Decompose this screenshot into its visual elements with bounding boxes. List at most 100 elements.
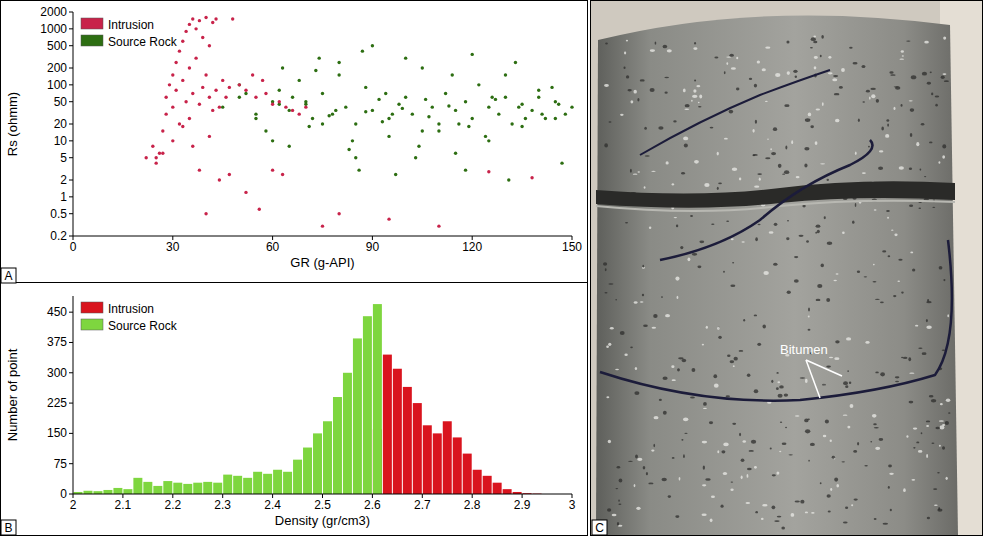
data-point <box>554 117 557 120</box>
speckle <box>604 84 609 87</box>
speckle <box>939 420 944 422</box>
speckle <box>730 489 733 491</box>
annotation: Bitumen <box>780 342 828 357</box>
speckle <box>890 74 895 76</box>
data-point <box>184 30 187 33</box>
speckle <box>692 95 697 98</box>
speckle <box>651 171 655 172</box>
speckle <box>802 205 805 208</box>
speckle <box>603 262 607 266</box>
speckle <box>604 143 608 147</box>
speckle <box>929 141 933 143</box>
speckle <box>717 152 719 156</box>
data-point <box>321 122 324 125</box>
data-point <box>251 73 254 76</box>
data-point <box>238 96 241 99</box>
speckle <box>897 280 900 281</box>
speckle <box>723 472 727 475</box>
speckle <box>875 371 879 373</box>
speckle <box>879 150 883 152</box>
data-point <box>357 168 360 171</box>
data-point <box>174 89 177 92</box>
speckle <box>787 291 791 294</box>
data-point <box>371 44 374 47</box>
speckle <box>839 86 843 89</box>
speckle <box>752 154 755 156</box>
speckle <box>805 512 808 514</box>
speckle <box>635 454 638 458</box>
histogram-bar <box>123 489 132 494</box>
speckle <box>726 395 730 397</box>
speckle <box>672 379 676 381</box>
speckle <box>800 377 805 378</box>
speckle <box>862 101 865 102</box>
speckle <box>888 255 891 257</box>
speckle <box>886 119 889 121</box>
speckle <box>782 442 787 445</box>
speckle <box>665 314 670 317</box>
speckle <box>634 484 636 487</box>
speckle <box>650 49 655 52</box>
legend: IntrusionSource Rock <box>81 302 178 333</box>
data-point <box>424 98 427 101</box>
speckle <box>874 209 877 210</box>
speckle <box>926 319 928 322</box>
histogram-bar <box>113 488 122 494</box>
speckle <box>776 387 779 390</box>
speckle <box>634 301 638 304</box>
speckle <box>939 266 943 270</box>
histogram-bar <box>243 478 252 494</box>
data-point <box>194 27 197 30</box>
speckle <box>854 498 858 500</box>
speckle <box>754 186 759 188</box>
speckle <box>784 393 788 396</box>
speckle <box>696 85 700 87</box>
speckle <box>827 494 831 497</box>
speckle <box>717 187 719 190</box>
speckle <box>895 376 900 378</box>
speckle <box>653 314 657 318</box>
speckle <box>791 140 793 144</box>
data-point <box>304 100 307 103</box>
speckle <box>702 513 707 515</box>
speckle <box>776 472 779 475</box>
speckle <box>909 100 913 101</box>
speckle <box>835 119 839 123</box>
speckle <box>642 294 644 296</box>
speckle <box>924 41 929 44</box>
y-tick-label: 50 <box>54 95 68 109</box>
speckle <box>843 521 848 523</box>
x-tick-label: 30 <box>166 240 180 254</box>
speckle <box>938 507 940 511</box>
speckle <box>872 414 877 418</box>
speckle <box>634 90 637 94</box>
speckle <box>672 183 674 185</box>
speckle <box>827 241 833 245</box>
speckle <box>769 231 774 233</box>
data-point <box>560 161 563 164</box>
data-point <box>271 103 274 106</box>
data-point <box>394 173 397 176</box>
histogram-bar <box>393 369 402 494</box>
speckle <box>741 241 744 242</box>
speckle <box>787 220 789 222</box>
data-point <box>244 92 247 95</box>
speckle <box>850 404 854 408</box>
data-point <box>228 173 231 176</box>
speckle <box>851 504 853 506</box>
data-point <box>221 79 224 82</box>
speckle <box>891 229 893 230</box>
data-point <box>314 69 317 72</box>
speckle <box>674 217 677 218</box>
speckle <box>916 142 919 146</box>
speckle <box>727 355 730 358</box>
speckle <box>684 108 689 110</box>
data-point <box>351 139 354 142</box>
speckle <box>610 327 614 329</box>
speckle <box>755 511 758 513</box>
speckle <box>793 70 797 73</box>
speckle <box>873 264 875 266</box>
speckle <box>687 257 690 261</box>
speckle <box>774 223 778 226</box>
speckle <box>835 340 839 343</box>
